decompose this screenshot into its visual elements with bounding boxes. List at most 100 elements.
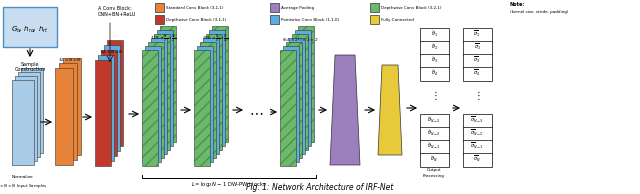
FancyBboxPatch shape xyxy=(206,34,222,150)
Text: $\tilde{\theta}_N$: $\tilde{\theta}_N$ xyxy=(430,155,438,165)
Text: $\overline{\sigma}_{N-1}$: $\overline{\sigma}_{N-1}$ xyxy=(470,142,484,151)
Text: $128\times\frac{N}{2}\times\frac{N}{2}$: $128\times\frac{N}{2}\times\frac{N}{2}$ xyxy=(150,34,176,45)
FancyBboxPatch shape xyxy=(107,40,123,146)
Text: Processing: Processing xyxy=(423,174,445,178)
Text: $\tilde{\theta}_3$: $\tilde{\theta}_3$ xyxy=(431,55,438,65)
FancyBboxPatch shape xyxy=(463,54,492,68)
Text: Average Pooling: Average Pooling xyxy=(281,6,314,10)
FancyBboxPatch shape xyxy=(154,34,170,150)
Text: $\vdots$: $\vdots$ xyxy=(474,88,481,101)
FancyBboxPatch shape xyxy=(63,58,81,155)
FancyBboxPatch shape xyxy=(419,126,449,140)
Text: $\tilde{\theta}_{N-3}$: $\tilde{\theta}_{N-3}$ xyxy=(427,116,441,126)
FancyBboxPatch shape xyxy=(419,113,449,127)
Text: $L=\log_2 N-1$ DW-PW blocks: $L=\log_2 N-1$ DW-PW blocks xyxy=(191,180,267,189)
FancyBboxPatch shape xyxy=(270,3,279,12)
Text: Standard Conv Block (3,1,1): Standard Conv Block (3,1,1) xyxy=(166,6,223,10)
Text: Depthwise Conv Block (3,2,1): Depthwise Conv Block (3,2,1) xyxy=(381,6,442,10)
Text: $64\times N\times N$: $64\times N\times N$ xyxy=(100,48,124,55)
FancyBboxPatch shape xyxy=(197,46,213,162)
Text: Note:: Note: xyxy=(510,2,525,7)
FancyBboxPatch shape xyxy=(21,68,43,153)
Text: $\tilde{\theta}_{N-2}$: $\tilde{\theta}_{N-2}$ xyxy=(428,129,441,139)
FancyBboxPatch shape xyxy=(419,28,449,42)
Text: Output: Output xyxy=(427,168,441,172)
Text: Fully Connected: Fully Connected xyxy=(381,18,414,22)
FancyBboxPatch shape xyxy=(155,3,164,12)
FancyBboxPatch shape xyxy=(101,50,117,156)
FancyBboxPatch shape xyxy=(12,80,34,165)
Text: Sample: Sample xyxy=(20,62,39,67)
Text: $\tilde{\theta}_2$: $\tilde{\theta}_2$ xyxy=(431,42,437,52)
FancyBboxPatch shape xyxy=(463,113,492,127)
FancyBboxPatch shape xyxy=(212,26,228,142)
Text: $\overline{\sigma}_1$: $\overline{\sigma}_1$ xyxy=(474,30,481,39)
FancyBboxPatch shape xyxy=(157,30,173,146)
FancyBboxPatch shape xyxy=(463,67,492,81)
Text: $\overline{\sigma}_N$: $\overline{\sigma}_N$ xyxy=(473,155,481,164)
FancyBboxPatch shape xyxy=(160,26,176,142)
FancyBboxPatch shape xyxy=(463,28,492,42)
FancyBboxPatch shape xyxy=(104,45,120,151)
FancyBboxPatch shape xyxy=(370,15,379,24)
Text: $G_t$, $h_{rc}$, $h_{rt}$: $G_t$, $h_{rc}$, $h_{rt}$ xyxy=(12,25,49,35)
FancyBboxPatch shape xyxy=(419,41,449,55)
FancyBboxPatch shape xyxy=(151,38,167,154)
Text: $\cdots$: $\cdots$ xyxy=(249,105,263,119)
Text: Depthwise Conv Block (3,1,1): Depthwise Conv Block (3,1,1) xyxy=(166,18,227,22)
FancyBboxPatch shape xyxy=(200,42,216,158)
FancyBboxPatch shape xyxy=(283,46,299,162)
Text: CNN+BN+ReLU: CNN+BN+ReLU xyxy=(98,12,136,17)
FancyBboxPatch shape xyxy=(286,42,302,158)
FancyBboxPatch shape xyxy=(59,63,77,160)
FancyBboxPatch shape xyxy=(419,54,449,68)
FancyBboxPatch shape xyxy=(98,55,114,161)
Text: (kernel size, stride, padding): (kernel size, stride, padding) xyxy=(510,10,568,14)
Text: $\overline{\sigma}_{N-3}$: $\overline{\sigma}_{N-3}$ xyxy=(470,116,484,125)
Text: $4\times N\times N$ Input Samples: $4\times N\times N$ Input Samples xyxy=(0,182,48,190)
FancyBboxPatch shape xyxy=(419,152,449,166)
Text: $\overline{\sigma}_{N-2}$: $\overline{\sigma}_{N-2}$ xyxy=(470,129,484,138)
Text: A Conv Block:: A Conv Block: xyxy=(98,6,132,11)
FancyBboxPatch shape xyxy=(270,15,279,24)
Text: $\vdots$: $\vdots$ xyxy=(430,88,438,101)
FancyBboxPatch shape xyxy=(55,68,73,165)
FancyBboxPatch shape xyxy=(419,139,449,153)
FancyBboxPatch shape xyxy=(209,30,225,146)
FancyBboxPatch shape xyxy=(155,15,164,24)
Text: Construction: Construction xyxy=(14,67,45,72)
FancyBboxPatch shape xyxy=(3,7,57,47)
FancyBboxPatch shape xyxy=(194,50,210,166)
FancyBboxPatch shape xyxy=(419,67,449,81)
FancyBboxPatch shape xyxy=(95,60,111,166)
Text: $32\times N\times N$: $32\times N\times N$ xyxy=(58,56,82,63)
FancyBboxPatch shape xyxy=(463,41,492,55)
Text: $\tilde{\theta}_4$: $\tilde{\theta}_4$ xyxy=(431,68,438,78)
FancyBboxPatch shape xyxy=(280,50,296,166)
FancyBboxPatch shape xyxy=(370,3,379,12)
Text: $\overline{\sigma}_2$: $\overline{\sigma}_2$ xyxy=(474,43,481,52)
FancyBboxPatch shape xyxy=(203,38,219,154)
Text: Normalize: Normalize xyxy=(11,175,33,179)
FancyBboxPatch shape xyxy=(295,30,311,146)
Text: Pointwise Conv Block (1,1,0): Pointwise Conv Block (1,1,0) xyxy=(281,18,339,22)
FancyBboxPatch shape xyxy=(289,38,305,154)
FancyBboxPatch shape xyxy=(292,34,308,150)
FancyBboxPatch shape xyxy=(142,50,158,166)
FancyBboxPatch shape xyxy=(463,126,492,140)
FancyBboxPatch shape xyxy=(298,26,314,142)
Polygon shape xyxy=(378,65,402,155)
FancyBboxPatch shape xyxy=(18,72,40,157)
Text: $\tilde{\theta}_{N-1}$: $\tilde{\theta}_{N-1}$ xyxy=(427,142,441,152)
FancyBboxPatch shape xyxy=(463,139,492,153)
Polygon shape xyxy=(330,55,360,165)
Text: $256\times\frac{N}{4}\times\frac{N}{4}$: $256\times\frac{N}{4}\times\frac{N}{4}$ xyxy=(202,34,228,45)
FancyBboxPatch shape xyxy=(145,46,161,162)
Text: Fig. 1: Network Architecture of IRF-Net: Fig. 1: Network Architecture of IRF-Net xyxy=(246,183,394,192)
Text: $(64\times 2^L)\times 2\times 2$: $(64\times 2^L)\times 2\times 2$ xyxy=(282,36,319,45)
FancyBboxPatch shape xyxy=(148,42,164,158)
Text: $\overline{\sigma}_4$: $\overline{\sigma}_4$ xyxy=(474,69,481,78)
Text: $\overline{\sigma}_3$: $\overline{\sigma}_3$ xyxy=(474,56,481,65)
Text: $\tilde{\theta}_1$: $\tilde{\theta}_1$ xyxy=(431,29,438,39)
FancyBboxPatch shape xyxy=(463,152,492,166)
